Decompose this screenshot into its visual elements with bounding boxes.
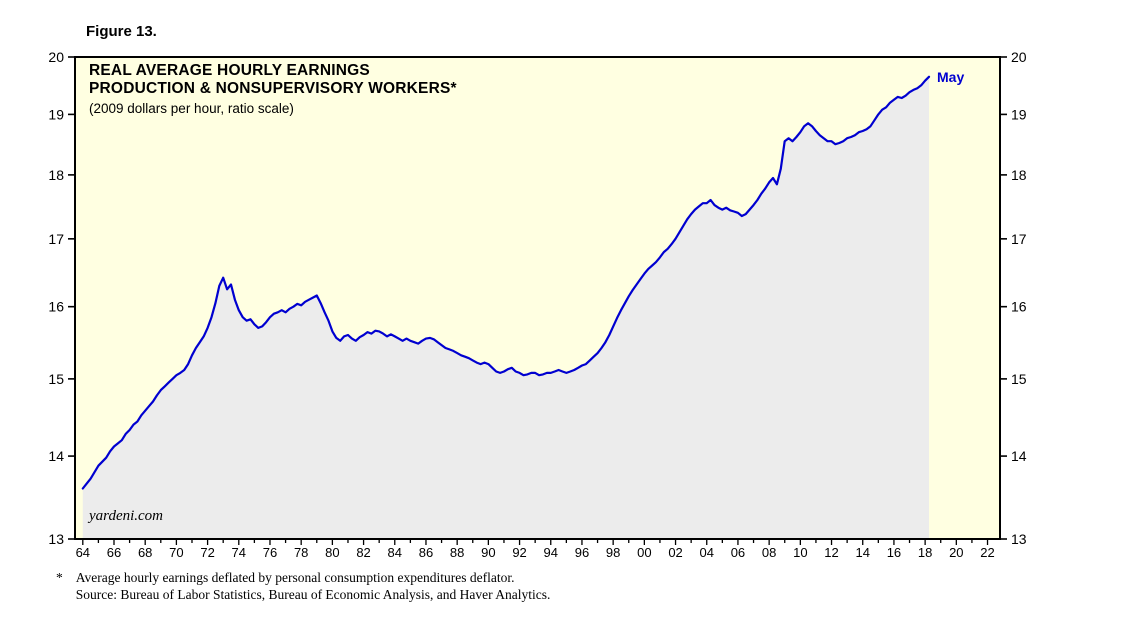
x-tick-label: 96 — [575, 545, 589, 560]
x-tick-label: 70 — [169, 545, 183, 560]
x-tick-label: 80 — [325, 545, 339, 560]
x-tick-label: 22 — [980, 545, 994, 560]
y-tick-label-left: 19 — [48, 106, 64, 122]
x-tick-label: 98 — [606, 545, 620, 560]
series-end-label: May — [937, 69, 965, 85]
x-tick-label: 64 — [76, 545, 90, 560]
y-tick-label-left: 18 — [48, 167, 64, 183]
plot-border — [74, 56, 1001, 540]
y-tick-label-left: 15 — [48, 371, 64, 387]
y-tick-label-left: 17 — [48, 231, 64, 247]
x-tick-label: 72 — [200, 545, 214, 560]
x-tick-label: 86 — [419, 545, 433, 560]
x-tick-label: 94 — [544, 545, 558, 560]
y-tick-label-left: 13 — [48, 531, 64, 547]
y-tick-label-left: 20 — [48, 49, 64, 65]
x-tick-label: 16 — [887, 545, 901, 560]
chart-title-line2: PRODUCTION & NONSUPERVISORY WORKERS* — [89, 80, 457, 97]
x-tick-label: 68 — [138, 545, 152, 560]
y-tick-label-right: 14 — [1011, 448, 1027, 464]
x-tick-label: 06 — [731, 545, 745, 560]
x-tick-label: 74 — [232, 545, 246, 560]
footnote-line1: Average hourly earnings deflated by pers… — [75, 570, 515, 585]
watermark: yardeni.com — [89, 508, 164, 524]
x-tick-label: 82 — [356, 545, 370, 560]
chart-title: REAL AVERAGE HOURLY EARNINGS — [89, 62, 370, 79]
y-tick-label-left: 16 — [48, 299, 64, 315]
y-tick-label-right: 13 — [1011, 531, 1027, 547]
x-tick-label: 04 — [700, 545, 714, 560]
x-tick-label: 10 — [793, 545, 807, 560]
x-tick-label: 08 — [762, 545, 776, 560]
x-tick-label: 02 — [668, 545, 682, 560]
figure-label: Figure 13. — [86, 23, 157, 40]
x-tick-label: 78 — [294, 545, 308, 560]
x-tick-label: 12 — [824, 545, 838, 560]
x-tick-label: 76 — [263, 545, 277, 560]
y-tick-label-right: 18 — [1011, 167, 1027, 183]
x-tick-label: 18 — [918, 545, 932, 560]
earnings-line — [81, 75, 931, 490]
x-tick-label: 00 — [637, 545, 651, 560]
footnote: * Average hourly earnings deflated by pe… — [56, 570, 550, 603]
chart-title-block: REAL AVERAGE HOURLY EARNINGS PRODUCTION … — [89, 62, 457, 116]
x-tick-label: 90 — [481, 545, 495, 560]
area-fill — [82, 76, 930, 540]
x-tick-label: 84 — [388, 545, 402, 560]
y-tick-label-right: 19 — [1011, 106, 1027, 122]
x-tick-label: 20 — [949, 545, 963, 560]
y-tick-label-right: 17 — [1011, 231, 1027, 247]
y-tick-label-left: 14 — [48, 448, 64, 464]
footnote-text: Average hourly earnings deflated by pers… — [76, 570, 551, 603]
y-tick-label-right: 20 — [1011, 49, 1027, 65]
x-tick-label: 66 — [107, 545, 121, 560]
footnote-marker: * — [56, 570, 63, 585]
x-tick-label: 14 — [855, 545, 869, 560]
y-tick-label-right: 16 — [1011, 299, 1027, 315]
chart-subtitle: (2009 dollars per hour, ratio scale) — [89, 101, 294, 116]
y-tick-label-right: 15 — [1011, 371, 1027, 387]
x-tick-label: 92 — [512, 545, 526, 560]
x-tick-label: 88 — [450, 545, 464, 560]
footnote-line2: Source: Bureau of Labor Statistics, Bure… — [75, 586, 551, 602]
